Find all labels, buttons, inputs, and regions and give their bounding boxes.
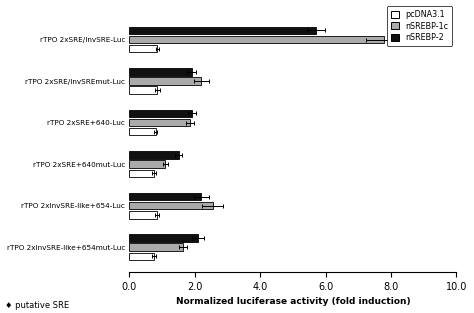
X-axis label: Normalized luciferase activity (fold induction): Normalized luciferase activity (fold ind… — [175, 297, 410, 306]
Bar — [129, 202, 213, 209]
Bar — [129, 253, 154, 260]
Bar — [129, 128, 155, 136]
Bar — [129, 151, 179, 159]
Bar — [129, 193, 201, 200]
Bar — [129, 160, 165, 168]
Text: ♦ putative SRE: ♦ putative SRE — [5, 301, 69, 310]
Bar — [129, 27, 316, 34]
Bar — [129, 77, 201, 85]
Legend: pcDNA3.1, nSREBP-1c, nSREBP-2: pcDNA3.1, nSREBP-1c, nSREBP-2 — [387, 6, 452, 46]
Bar — [129, 234, 198, 242]
Bar — [129, 36, 384, 43]
Bar — [129, 211, 157, 218]
Bar — [129, 170, 154, 177]
Bar — [129, 86, 157, 94]
Bar — [129, 45, 157, 52]
Bar — [129, 244, 183, 251]
Bar — [129, 68, 191, 76]
Bar — [129, 110, 191, 117]
Bar — [129, 119, 190, 126]
